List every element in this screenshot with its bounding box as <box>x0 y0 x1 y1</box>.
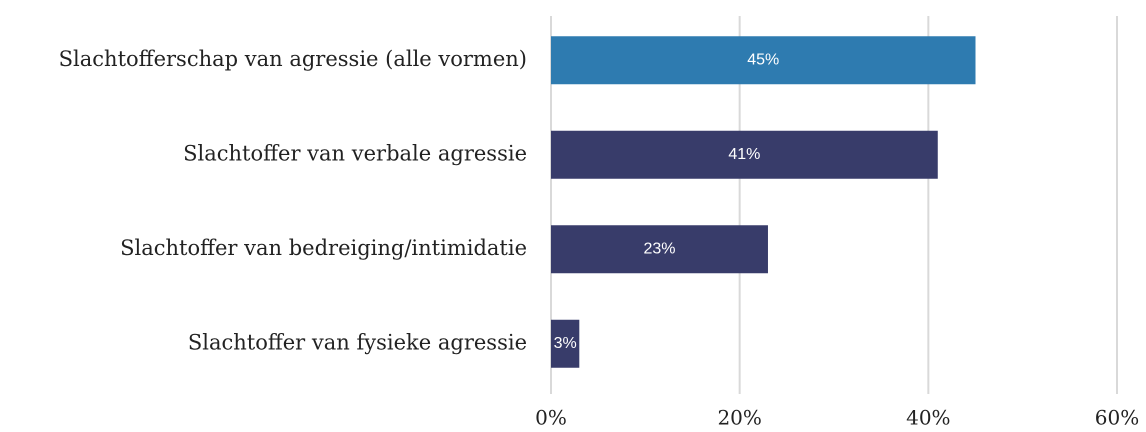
x-tick-label: 0% <box>535 406 567 430</box>
bar <box>551 36 976 85</box>
category-label: Slachtoffer van fysieke agressie <box>188 330 527 354</box>
x-tick-label: 20% <box>717 406 761 430</box>
value-label: 45% <box>747 51 779 68</box>
value-label: 41% <box>728 146 760 163</box>
value-label: 23% <box>643 240 675 257</box>
category-label: Slachtofferschap van agressie (alle vorm… <box>59 47 527 71</box>
category-label: Slachtoffer van bedreiging/intimidatie <box>120 236 527 260</box>
bar <box>551 319 580 368</box>
x-tick-label: 60% <box>1095 406 1139 430</box>
category-label: Slachtoffer van verbale agressie <box>183 141 527 165</box>
x-tick-label: 40% <box>906 406 950 430</box>
bar <box>551 130 938 179</box>
value-label: 3% <box>554 335 577 352</box>
bar <box>551 225 768 274</box>
